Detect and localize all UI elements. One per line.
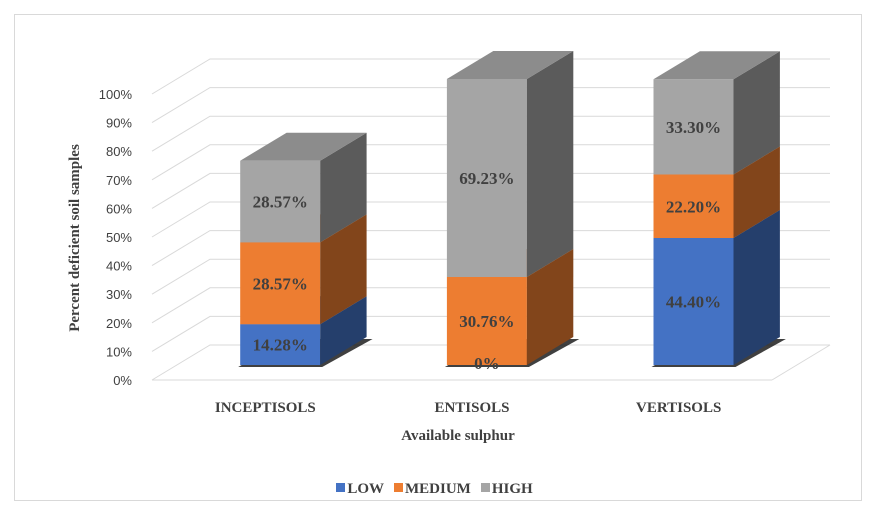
legend-label: HIGH bbox=[492, 481, 533, 497]
y-tick-label: 40% bbox=[106, 259, 132, 274]
x-category-label: VERTISOLS bbox=[636, 400, 721, 416]
x-category-label: INCEPTISOLS bbox=[215, 400, 316, 416]
y-tick-label: 90% bbox=[106, 116, 132, 131]
data-label: 28.57% bbox=[253, 274, 308, 293]
y-tick-label: 70% bbox=[106, 173, 132, 188]
y-tick-label: 50% bbox=[106, 230, 132, 245]
x-axis-title: Available sulphur bbox=[401, 428, 515, 444]
y-tick-label: 30% bbox=[106, 287, 132, 302]
data-label: 69.23% bbox=[459, 169, 514, 188]
y-tick-label: 80% bbox=[106, 144, 132, 159]
y-tick-label: 60% bbox=[106, 201, 132, 216]
y-tick-label: 10% bbox=[106, 344, 132, 359]
legend-label: MEDIUM bbox=[405, 481, 471, 497]
data-label: 30.76% bbox=[459, 312, 514, 331]
legend-item-low: LOW bbox=[336, 481, 384, 498]
legend-label: LOW bbox=[347, 481, 384, 497]
legend-swatch bbox=[394, 483, 403, 492]
bar-side-face bbox=[527, 51, 573, 277]
y-tick-label: 0% bbox=[113, 373, 132, 388]
data-label: 0% bbox=[474, 354, 500, 373]
legend-item-medium: MEDIUM bbox=[394, 481, 471, 498]
x-category-label: ENTISOLS bbox=[434, 400, 509, 416]
legend-swatch bbox=[481, 483, 490, 492]
data-label: 44.40% bbox=[666, 293, 721, 312]
legend-swatch bbox=[336, 483, 345, 492]
y-axis-title: Percent deficient soil samples bbox=[67, 144, 83, 332]
legend: LOW MEDIUM HIGH bbox=[0, 481, 869, 498]
legend-item-high: HIGH bbox=[481, 481, 533, 498]
data-label: 22.20% bbox=[666, 197, 721, 216]
data-label: 28.57% bbox=[253, 193, 308, 212]
y-tick-label: 100% bbox=[99, 87, 133, 102]
y-tick-label: 20% bbox=[106, 316, 132, 331]
data-label: 33.30% bbox=[666, 118, 721, 137]
data-label: 14.28% bbox=[253, 336, 308, 355]
floor-right-line bbox=[772, 345, 830, 380]
